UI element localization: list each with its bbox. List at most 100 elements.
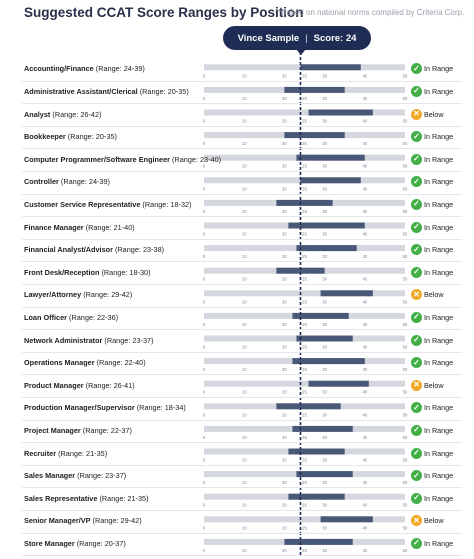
- position-label: Operations Manager (Range: 22-40): [24, 358, 146, 367]
- tick-label: 25: [302, 141, 307, 146]
- position-name: Loan Officer: [24, 312, 67, 322]
- range-text: (Range: 18-34): [134, 403, 186, 413]
- range-bar: [288, 493, 345, 500]
- tick-label: 0: [203, 164, 206, 169]
- tick-label: 0: [203, 322, 206, 327]
- tick-label: 20: [282, 73, 287, 78]
- range-track: [204, 516, 405, 523]
- check-icon: ✓: [411, 311, 422, 323]
- row-separator: [22, 171, 462, 172]
- tick-label: 40: [362, 345, 367, 350]
- tick-label: 0: [203, 345, 206, 350]
- position-label: Computer Programmer/Software Engineer (R…: [24, 155, 221, 164]
- tick-label: 40: [362, 232, 367, 237]
- tick-label: 10: [242, 458, 247, 463]
- range-text: (Range: 21-35): [56, 448, 108, 458]
- tick-label: 10: [242, 345, 247, 350]
- row-separator: [22, 419, 462, 421]
- tick-label: 10: [242, 73, 247, 78]
- tick-label: 10: [242, 164, 247, 169]
- position-name: Front Desk/Reception: [24, 267, 100, 277]
- position-label: Finance Manager (Range: 21-40): [24, 223, 135, 232]
- range-bar: [284, 86, 345, 93]
- tick-label: 50: [403, 277, 408, 282]
- range-text: (Range: 29-42): [90, 516, 142, 526]
- range-text: (Range: 23-38): [112, 245, 165, 255]
- tick-label: 10: [242, 277, 247, 282]
- status-label: In Range: [424, 267, 454, 277]
- position-label: Production Manager/Supervisor (Range: 18…: [24, 403, 186, 412]
- tick-label: 20: [282, 390, 287, 395]
- tick-label: 10: [242, 390, 247, 395]
- tick-label: 25: [302, 480, 307, 485]
- position-name: Product Manager: [24, 380, 84, 390]
- tick-label: 30: [322, 164, 327, 169]
- tick-label: 20: [282, 254, 287, 259]
- tick-label: 0: [203, 548, 206, 553]
- row-separator: [22, 397, 462, 398]
- position-label: Controller (Range: 24-39): [24, 177, 110, 186]
- range-text: (Range: 29-42): [81, 290, 133, 300]
- tick-label: 25: [302, 412, 307, 417]
- row-separator: [22, 216, 462, 218]
- tick-label: 25: [302, 345, 307, 350]
- position-name: Analyst: [24, 109, 51, 119]
- tick-label: 50: [403, 254, 408, 259]
- position-label: Bookkeeper (Range: 20-35): [24, 132, 117, 141]
- range-text: (Range: 22-37): [80, 425, 132, 435]
- range-text: (Range: 22-40): [94, 358, 146, 368]
- tick-label: 50: [403, 345, 408, 350]
- tick-label: 20: [282, 232, 287, 237]
- status-label: In Range: [424, 358, 454, 368]
- tick-label: 40: [362, 548, 367, 553]
- range-bar: [320, 516, 373, 523]
- tick-label: 10: [242, 232, 247, 237]
- page-title: Suggested CCAT Score Ranges by Position: [24, 5, 304, 20]
- tick-label: 25: [302, 254, 307, 259]
- range-bar: [296, 245, 357, 252]
- tick-label: 0: [203, 277, 206, 282]
- range-text: (Range: 23-37): [102, 335, 154, 345]
- tick-label: 50: [403, 412, 408, 417]
- status-label: In Range: [424, 493, 454, 503]
- score-marker-pill: Vince Sample | Score: 24: [223, 26, 371, 50]
- row-separator: [22, 351, 462, 353]
- tick-label: 30: [322, 412, 327, 417]
- tick-label: 30: [322, 548, 327, 553]
- tick-label: 20: [282, 367, 287, 372]
- tick-label: 30: [322, 480, 327, 485]
- tick-label: 50: [403, 299, 408, 304]
- tick-label: 50: [403, 96, 408, 101]
- range-text: (Range: 22-36): [66, 312, 119, 322]
- row-separator: [22, 464, 462, 466]
- row-separator: [22, 532, 462, 534]
- tick-label: 25: [302, 503, 307, 508]
- row-separator: [22, 306, 462, 308]
- below-icon: ✕: [411, 108, 422, 120]
- range-bar: [308, 109, 373, 116]
- position-name: Controller: [24, 177, 59, 187]
- status-label: Below: [424, 290, 444, 300]
- tick-label: 50: [403, 141, 408, 146]
- tick-label: 25: [302, 367, 307, 372]
- tick-label: 30: [322, 232, 327, 237]
- tick-label: 25: [302, 390, 307, 395]
- tick-label: 30: [322, 209, 327, 214]
- tick-label: 30: [322, 367, 327, 372]
- tick-label: 20: [282, 458, 287, 463]
- tick-label: 30: [322, 503, 327, 508]
- tick-label: 30: [322, 96, 327, 101]
- position-name: Operations Manager: [24, 358, 95, 368]
- tick-label: 20: [282, 412, 287, 417]
- range-bar: [292, 312, 349, 319]
- tick-label: 25: [302, 548, 307, 553]
- tick-label: 25: [302, 73, 307, 78]
- row-separator: [22, 125, 462, 127]
- status-label: In Range: [424, 199, 454, 209]
- tick-label: 25: [302, 458, 307, 463]
- pill-pointer: [296, 49, 306, 55]
- tick-label: 25: [302, 232, 307, 237]
- range-bar: [292, 425, 353, 432]
- range-track: [204, 290, 405, 297]
